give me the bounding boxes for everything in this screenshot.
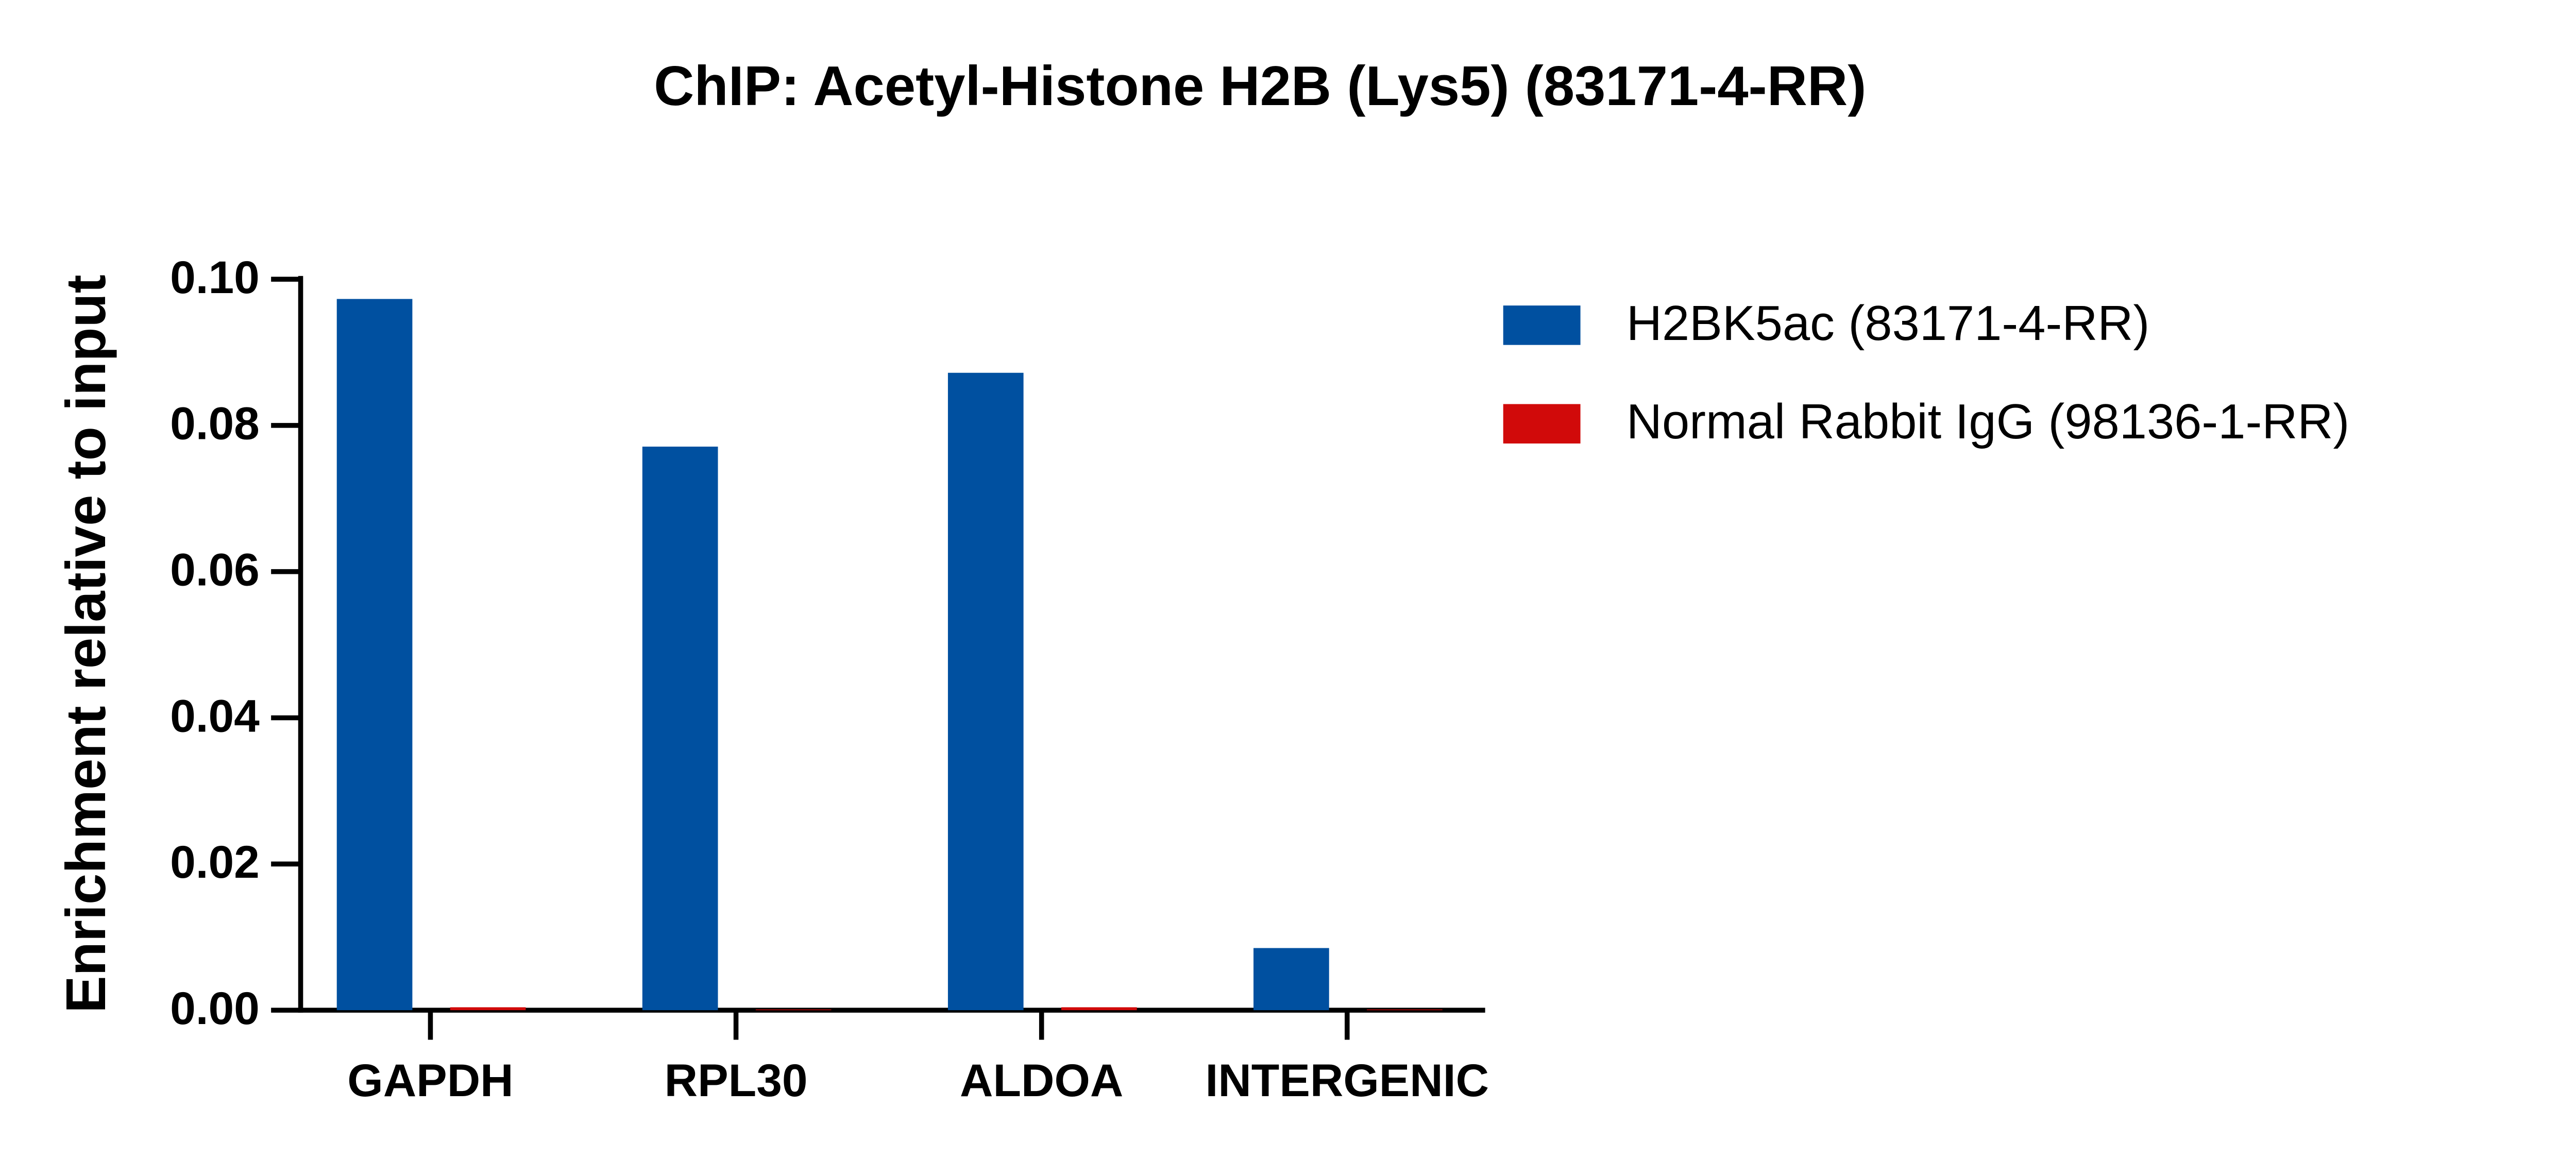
legend-label: H2BK5ac (83171-4-RR)	[1626, 296, 2149, 351]
y-tick-label: 0.04	[170, 690, 260, 741]
bar	[642, 447, 718, 1011]
x-tick-label: RPL30	[665, 1054, 808, 1106]
x-tick-label: GAPDH	[347, 1054, 513, 1106]
bar	[1061, 1007, 1137, 1011]
legend-swatch	[1503, 404, 1581, 444]
y-tick-label: 0.02	[170, 836, 260, 888]
y-axis-label: Enrichment relative to input	[55, 275, 117, 1013]
bar	[336, 299, 413, 1011]
y-tick-label: 0.08	[170, 398, 260, 449]
legend-swatch	[1503, 305, 1581, 345]
y-tick-label: 0.10	[170, 251, 260, 303]
chart-title: ChIP: Acetyl-Histone H2B (Lys5) (83171-4…	[654, 55, 1866, 117]
bar	[947, 372, 1024, 1011]
x-tick-label: ALDOA	[960, 1054, 1123, 1106]
y-tick-label: 0.06	[170, 543, 260, 595]
x-tick-label: INTERGENIC	[1206, 1054, 1489, 1106]
legend-label: Normal Rabbit IgG (98136-1-RR)	[1626, 394, 2349, 449]
y-tick-label: 0.00	[170, 982, 260, 1034]
bar	[450, 1007, 526, 1011]
bar	[1253, 948, 1329, 1011]
